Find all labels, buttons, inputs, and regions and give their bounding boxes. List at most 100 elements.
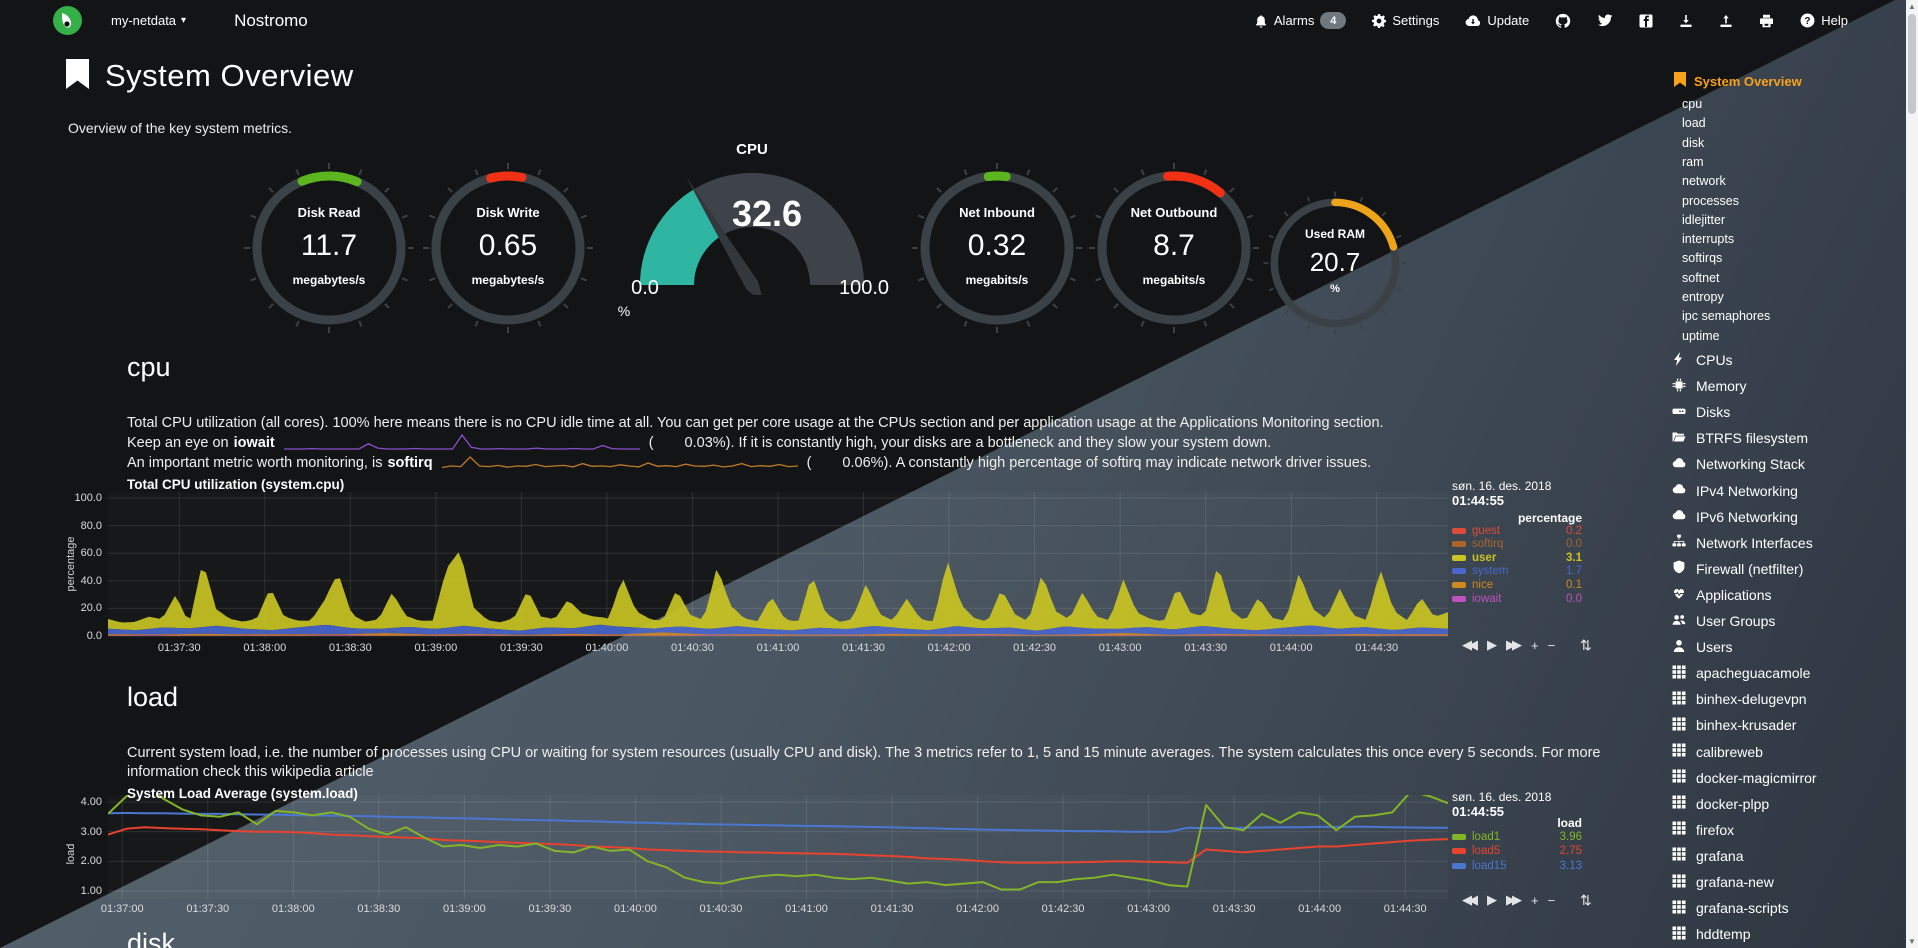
legend-row-load15[interactable]: load15 3.13 (1452, 859, 1582, 872)
sidebar-item-cpu[interactable]: cpu (1682, 97, 1703, 111)
sidebar-active-label: System Overview (1694, 73, 1802, 89)
sidebar-item-grafana-scripts[interactable]: grafana-scripts (1672, 898, 1789, 918)
x-tick-label: 01:44:30 (1383, 903, 1427, 915)
sidebar-item-disks[interactable]: Disks (1672, 402, 1730, 422)
scrollbar-thumb[interactable] (1908, 14, 1916, 114)
sidebar-item-load[interactable]: load (1682, 116, 1706, 131)
sidebar-item-processes[interactable]: processes (1682, 193, 1739, 208)
x-tick-label: 01:44:00 (1269, 642, 1313, 654)
pan-backward-button[interactable]: ◀◀ (1462, 637, 1478, 652)
print-icon[interactable] (1759, 14, 1774, 28)
cloud-icon (1672, 456, 1686, 473)
scroll-down-arrow[interactable]: ▼ (1908, 937, 1916, 946)
gauge-used-ram[interactable]: Used RAM 20.7 % (1255, 183, 1415, 343)
legend-row-user[interactable]: user 3.1 (1452, 551, 1582, 564)
sidebar-item-cpus[interactable]: CPUs (1672, 350, 1733, 370)
alarms-button[interactable]: Alarms 4 (1254, 12, 1347, 29)
sidebar-item-docker-plpp[interactable]: docker-plpp (1672, 794, 1769, 814)
sidebar-item-network[interactable]: network (1682, 174, 1726, 189)
netdata-logo-icon[interactable] (52, 5, 83, 36)
sidebar-item-softnet[interactable]: softnet (1682, 270, 1720, 285)
sidebar-item-user-groups[interactable]: User Groups (1672, 611, 1775, 631)
play-button[interactable]: ▶ (1487, 892, 1497, 907)
sidebar-item-firefox[interactable]: firefox (1672, 820, 1734, 840)
sidebar-item-ram[interactable]: ram (1682, 154, 1704, 169)
zoom-out-button[interactable]: − (1547, 892, 1556, 908)
sidebar-item-label: Memory (1696, 378, 1747, 395)
help-button[interactable]: ? Help (1800, 13, 1848, 28)
gauge-disk-write[interactable]: Disk Write 0.65 megabytes/s (413, 153, 603, 343)
facebook-icon[interactable] (1639, 14, 1653, 28)
sidebar-item-binhex-krusader[interactable]: binhex-krusader (1672, 715, 1796, 735)
chevron-down-icon: ▾ (181, 15, 187, 26)
sidebar-item-applications[interactable]: Applications (1672, 585, 1772, 605)
gauge-disk-read[interactable]: Disk Read 11.7 megabytes/s (234, 153, 424, 343)
load-chart-plot[interactable] (108, 795, 1448, 899)
github-icon[interactable] (1555, 13, 1571, 29)
page-scrollbar[interactable]: ▲ ▼ (1906, 0, 1918, 948)
download-icon[interactable] (1679, 14, 1693, 28)
legend-row-nice[interactable]: nice 0.1 (1452, 578, 1582, 591)
sidebar-item-ipv4-networking[interactable]: IPv4 Networking (1672, 481, 1798, 501)
sidebar-item-calibreweb[interactable]: calibreweb (1672, 742, 1763, 762)
users-icon (1672, 613, 1686, 630)
sidebar-item-users[interactable]: Users (1672, 637, 1733, 657)
sidebar-item-grafana-new[interactable]: grafana-new (1672, 872, 1774, 892)
pan-forward-button[interactable]: ▶▶ (1506, 637, 1522, 652)
sidebar-item-softirqs[interactable]: softirqs (1682, 251, 1723, 266)
sidebar-item-label: binhex-delugevpn (1696, 691, 1807, 708)
sidebar-item-disk[interactable]: disk (1682, 135, 1705, 150)
upload-icon[interactable] (1719, 14, 1733, 28)
update-label: Update (1487, 13, 1530, 28)
top-navbar: my-netdata ▾ Nostromo Alarms 4 Settings (0, 0, 1918, 41)
th-icon (1672, 821, 1686, 838)
cpu-chart-resize-handle[interactable]: ⇅ (1580, 637, 1592, 653)
sitemap-icon (1672, 534, 1686, 551)
sidebar-item-ipc-semaphores[interactable]: ipc semaphores (1682, 309, 1771, 324)
gauge-cpu[interactable]: CPU 32.6 0.0 100.0 % (602, 135, 902, 335)
legend-row-guest[interactable]: guest 0.2 (1452, 524, 1582, 537)
sidebar-item-label: IPv4 Networking (1696, 482, 1798, 499)
play-button[interactable]: ▶ (1487, 637, 1497, 652)
scroll-up-arrow[interactable]: ▲ (1908, 2, 1916, 11)
gauge-net-inbound[interactable]: Net Inbound 0.32 megabits/s (902, 153, 1092, 343)
zoom-in-button[interactable]: + (1531, 637, 1539, 653)
twitter-icon[interactable] (1597, 13, 1613, 28)
sidebar-item-firewall-netfilter-[interactable]: Firewall (netfilter) (1672, 559, 1803, 579)
zoom-in-button[interactable]: + (1531, 892, 1539, 908)
update-button[interactable]: Update (1465, 13, 1529, 28)
zoom-out-button[interactable]: − (1547, 637, 1556, 653)
sidebar-item-hddtemp[interactable]: hddtemp (1672, 924, 1750, 944)
sidebar-item-grafana[interactable]: grafana (1672, 846, 1743, 866)
sidebar-item-ipv6-networking[interactable]: IPv6 Networking (1672, 507, 1798, 527)
gauge-value: 8.7 (1153, 229, 1195, 262)
sidebar-item-entropy[interactable]: entropy (1682, 290, 1724, 304)
sidebar-item-interrupts[interactable]: interrupts (1682, 232, 1735, 247)
sidebar-item-idlejitter[interactable]: idlejitter (1682, 212, 1726, 227)
sidebar-item-btrfs-filesystem[interactable]: BTRFS filesystem (1672, 428, 1808, 448)
sidebar-item-apacheguacamole[interactable]: apacheguacamole (1672, 663, 1810, 683)
x-tick-label: 01:43:30 (1212, 903, 1256, 915)
sidebar-item-docker-magicmirror[interactable]: docker-magicmirror (1672, 768, 1817, 788)
cpu-chart-plot[interactable] (108, 492, 1448, 638)
sidebar-item-memory[interactable]: Memory (1672, 376, 1747, 396)
my-netdata-dropdown[interactable]: my-netdata ▾ (111, 13, 186, 28)
sidebar-item-label: User Groups (1696, 613, 1776, 629)
shield-icon (1672, 560, 1686, 577)
legend-row-load5[interactable]: load5 2.75 (1452, 845, 1582, 858)
legend-row-load1[interactable]: load1 3.96 (1452, 830, 1582, 843)
sidebar-item-networking-stack[interactable]: Networking Stack (1672, 454, 1805, 474)
load-chart-resize-handle[interactable]: ⇅ (1580, 892, 1592, 908)
pan-backward-button[interactable]: ◀◀ (1462, 892, 1478, 907)
sidebar-item-uptime[interactable]: uptime (1682, 328, 1720, 343)
sidebar-item-network-interfaces[interactable]: Network Interfaces (1672, 533, 1813, 553)
legend-swatch (1452, 554, 1466, 561)
legend-row-system[interactable]: system 1.7 (1452, 565, 1582, 578)
settings-button[interactable]: Settings (1372, 13, 1439, 28)
pan-forward-button[interactable]: ▶▶ (1506, 892, 1522, 907)
legend-row-iowait[interactable]: iowait 0.0 (1452, 592, 1582, 605)
sidebar-item-binhex-delugevpn[interactable]: binhex-delugevpn (1672, 689, 1807, 709)
gauge-net-outbound[interactable]: Net Outbound 8.7 megabits/s (1079, 153, 1269, 343)
sidebar-item-system-overview[interactable]: System Overview (1674, 72, 1802, 90)
legend-row-softirq[interactable]: softirq 0.0 (1452, 538, 1582, 551)
